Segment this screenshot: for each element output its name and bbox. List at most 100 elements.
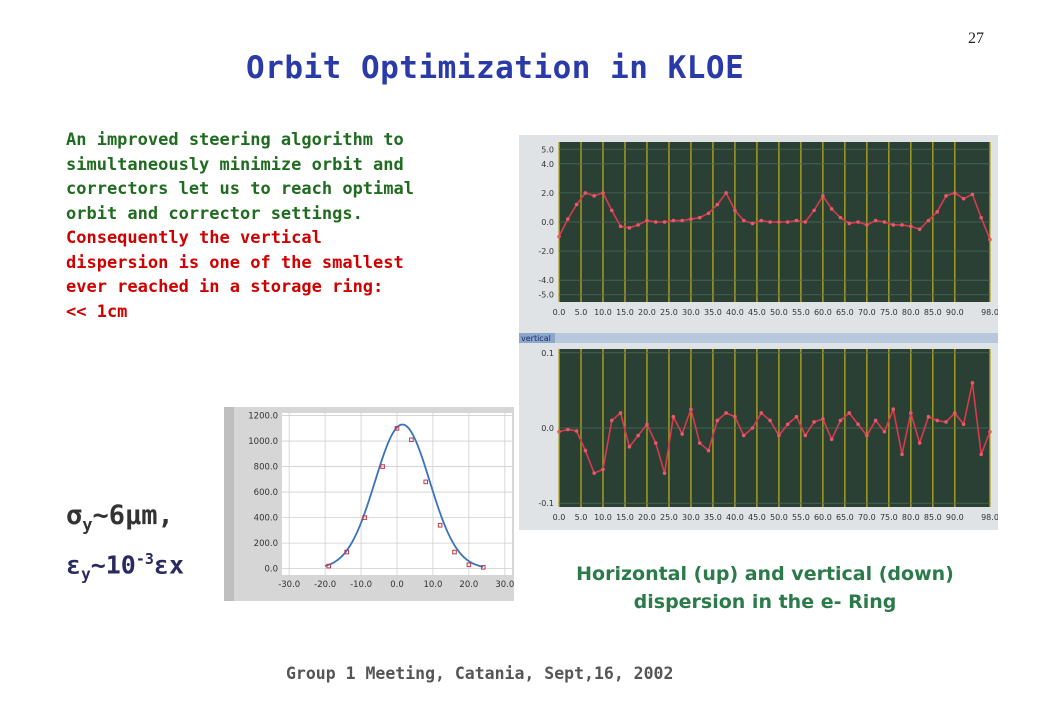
y-tick-label: 1000.0: [248, 437, 278, 447]
x-tick-label: 40.0: [726, 308, 744, 317]
data-point: [636, 433, 640, 438]
data-point: [891, 223, 896, 227]
x-tick-label: 70.0: [858, 513, 876, 522]
data-point: [970, 381, 975, 385]
data-marker: [326, 563, 332, 569]
data-point: [917, 227, 922, 232]
data-point: [812, 420, 816, 424]
footer: Group 1 Meeting, Catania, Sept,16, 2002: [286, 664, 674, 683]
x-tick-label: -10.0: [350, 580, 372, 590]
data-point: [671, 218, 676, 223]
emittance-factor: ~10: [90, 550, 136, 580]
x-ticks: 0.0 5.0 10.0 15.0 20.0 25.0 30.0 35.0 40.0 45.0 50…: [553, 308, 998, 317]
grid: [282, 413, 512, 575]
x-tick-label: 50.0: [770, 308, 788, 317]
sigma-symbol: σ: [66, 500, 83, 531]
x-tick-label: 10.0: [594, 308, 612, 317]
x-ticks: -30.0 -20.0 -10.0 0.0 10.0 20.0 30.0: [278, 580, 514, 590]
data-point: [979, 452, 984, 457]
x-tick-label: 25.0: [660, 513, 678, 522]
data-point: [812, 208, 816, 213]
data-point: [777, 433, 781, 438]
data-points: [557, 191, 992, 242]
data-point: [601, 191, 605, 195]
data-point: [609, 208, 614, 213]
data-marker: [409, 437, 414, 443]
x-tick-label: 0.0: [390, 580, 404, 590]
data-point: [865, 433, 869, 438]
epsilon-symbol-2: ε: [153, 550, 169, 580]
data-point: [953, 411, 957, 415]
x-tick-label: 90.0: [946, 308, 964, 317]
x-tick-label: 70.0: [858, 308, 876, 317]
page-number: 27: [968, 30, 984, 47]
y-ticks: 0.1 0.0 -0.1: [538, 349, 554, 508]
data-point: [909, 224, 913, 229]
data-point: [803, 433, 808, 438]
data-point: [627, 445, 632, 449]
y-tick-label: 1200.0: [248, 412, 278, 422]
x-tick-label: 90.0: [946, 513, 964, 522]
data-point: [838, 215, 843, 220]
figure-caption: Horizontal (up) and vertical (down) disp…: [520, 560, 1010, 616]
data-marker: [380, 464, 385, 469]
x-tick-label: 0.0: [553, 308, 566, 317]
data-point: [847, 221, 852, 226]
x-tick-label: -20.0: [314, 580, 336, 590]
beam-profile-plot: 1200.0 1000.0 800.0 600.0 400.0 200.0 0.0 -30.…: [224, 407, 514, 601]
data-point: [618, 411, 623, 415]
y-tick-label: 0.1: [541, 349, 554, 358]
data-point: [891, 407, 896, 411]
y-tick-label: -0.1: [538, 499, 554, 508]
data-point: [821, 194, 825, 198]
y-tick-label: 5.0: [541, 145, 554, 154]
emittance-ratio-label: εy~10-3εx: [66, 550, 184, 583]
data-point: [574, 429, 579, 433]
data-point: [821, 417, 825, 421]
data-point: [574, 202, 579, 207]
data-point: [882, 220, 887, 224]
data-point: [926, 414, 931, 419]
data-point: [970, 192, 975, 197]
data-point: [706, 448, 711, 453]
x-tick-label: 45.0: [748, 513, 766, 522]
data-point: [829, 437, 834, 442]
data-point: [689, 407, 693, 411]
x-tick-label: 30.0: [682, 513, 700, 522]
y-tick-label: 0.0: [264, 565, 278, 575]
data-point: [653, 441, 658, 445]
epsilon-tail: x: [168, 550, 185, 580]
x-tick-label: 35.0: [704, 308, 722, 317]
data-point: [794, 414, 799, 419]
caption-line: Horizontal (up) and vertical (down): [576, 563, 954, 585]
y-tick-label: 600.0: [254, 488, 278, 498]
data-point: [636, 223, 640, 227]
x-tick-label: 80.0: [902, 513, 920, 522]
x-tick-label: 75.0: [880, 513, 898, 522]
y-ticks: 1200.0 1000.0 800.0 600.0 400.0 200.0 0.0: [248, 412, 278, 575]
x-tick-label: 60.0: [814, 513, 832, 522]
y-tick-label: 0.0: [541, 218, 554, 227]
horizontal-dispersion-plot: 5.0 4.0 2.0 0.0 -2.0 -4.0 -5.0 0.0 5.0 10.0 15.0 2…: [519, 135, 998, 333]
page-title: Orbit Optimization in KLOE: [246, 50, 745, 86]
x-ticks: 0.0 5.0 10.0 15.0 20.0 25.0 30.0 35.0 40.0 45.0 50…: [553, 513, 998, 522]
data-point: [583, 191, 588, 195]
x-tick-label: 50.0: [770, 513, 788, 522]
x-tick-label: 80.0: [902, 308, 920, 317]
data-point: [935, 418, 940, 423]
data-point: [671, 414, 676, 419]
data-point: [785, 220, 790, 224]
y-ticks: 5.0 4.0 2.0 0.0 -2.0 -4.0 -5.0: [538, 145, 554, 299]
data-point: [803, 220, 808, 224]
vertical-label-strip: vertical: [519, 333, 998, 343]
sigma-value: ~6μm,: [92, 500, 174, 531]
y-tick-label: -5.0: [538, 291, 554, 300]
x-tick-label: 35.0: [704, 513, 722, 522]
data-point: [724, 411, 728, 415]
emittance-exponent: -3: [135, 550, 154, 568]
data-point: [653, 220, 658, 224]
y-tick-label: 400.0: [254, 514, 278, 524]
data-point: [777, 220, 781, 224]
data-marker: [452, 549, 457, 555]
x-tick-label: 65.0: [836, 513, 854, 522]
